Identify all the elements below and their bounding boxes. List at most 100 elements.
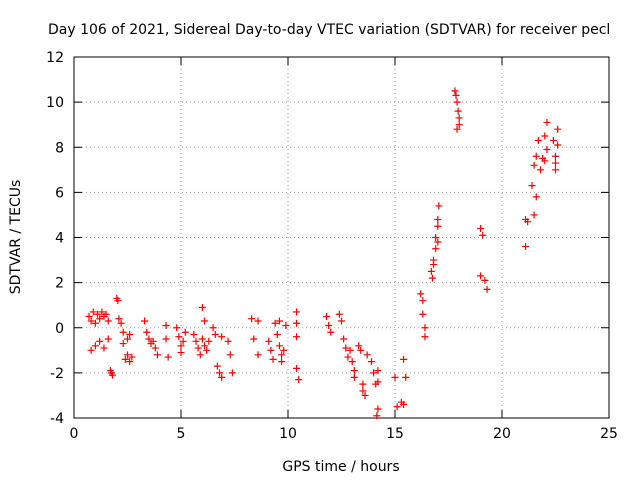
data-point — [327, 328, 335, 336]
data-point — [344, 353, 352, 361]
data-point — [194, 344, 202, 352]
data-point — [151, 344, 159, 352]
data-point — [432, 245, 440, 253]
data-point — [96, 315, 104, 323]
y-tick-label: -4 — [50, 411, 64, 427]
data-point — [370, 369, 378, 377]
data-point — [278, 358, 286, 366]
x-tick-label: 0 — [70, 426, 79, 442]
data-point — [226, 351, 234, 359]
data-point — [374, 367, 382, 375]
data-point — [162, 335, 170, 343]
data-point — [359, 380, 367, 388]
data-point — [192, 337, 200, 345]
data-point — [338, 317, 345, 325]
data-point — [524, 218, 532, 226]
y-tick-label: 2 — [55, 276, 64, 292]
data-point — [534, 136, 542, 144]
y-axis-ticks: -4 -2 0 2 4 6 8 10 12 — [46, 50, 609, 427]
x-tick-label: 25 — [600, 426, 618, 442]
data-point — [543, 118, 551, 126]
data-point — [455, 121, 463, 129]
data-point — [273, 331, 281, 339]
y-tick-label: 8 — [55, 140, 64, 156]
data-point — [477, 224, 485, 232]
y-tick-label: 10 — [46, 95, 64, 111]
x-tick-label: 15 — [386, 426, 404, 442]
data-point — [87, 346, 95, 354]
data-point — [117, 319, 125, 327]
data-point — [335, 310, 343, 318]
x-axis-ticks: 0 5 10 15 20 25 — [70, 57, 618, 442]
data-point — [295, 376, 303, 384]
data-point — [143, 328, 151, 336]
data-point — [126, 358, 134, 366]
data-point — [124, 351, 131, 359]
data-point — [532, 193, 540, 201]
data-point — [367, 358, 375, 366]
data-point — [107, 369, 115, 377]
data-point — [417, 290, 425, 298]
data-point — [373, 412, 381, 420]
data-point — [554, 125, 562, 133]
data-point — [477, 272, 485, 280]
data-point — [522, 243, 530, 251]
data-point — [128, 353, 136, 361]
grid-lines — [74, 57, 609, 418]
data-point — [282, 321, 290, 329]
data-point — [293, 333, 301, 341]
data-point — [216, 369, 224, 377]
data-point — [209, 324, 217, 332]
data-point — [393, 403, 401, 411]
x-tick-label: 10 — [279, 426, 297, 442]
data-point — [350, 367, 358, 375]
data-point — [201, 342, 209, 350]
data-points — [85, 87, 562, 420]
x-tick-label: 5 — [177, 426, 186, 442]
data-point — [554, 141, 562, 149]
data-point — [267, 346, 275, 354]
data-point — [454, 107, 462, 115]
data-point — [145, 335, 153, 343]
data-point — [481, 276, 489, 284]
data-point — [85, 312, 93, 320]
chart-title: Day 106 of 2021, Sidereal Day-to-day VTE… — [48, 22, 610, 38]
data-point — [434, 238, 442, 246]
data-point — [141, 317, 149, 325]
data-point — [153, 351, 161, 359]
y-axis-label: SDTVAR / TECUs — [8, 180, 24, 295]
data-point — [224, 337, 232, 345]
y-tick-label: 12 — [46, 50, 64, 66]
data-point — [350, 373, 358, 381]
data-point — [100, 344, 108, 352]
data-point — [323, 312, 331, 320]
data-point — [530, 211, 538, 219]
data-point — [541, 157, 549, 165]
data-point — [419, 297, 427, 305]
data-point — [453, 98, 461, 106]
data-point — [254, 317, 262, 325]
data-point — [211, 331, 219, 339]
data-point — [374, 405, 382, 413]
data-point — [430, 261, 438, 269]
data-point — [278, 351, 286, 359]
data-point — [91, 319, 99, 327]
data-point — [434, 215, 442, 223]
data-point — [451, 87, 459, 95]
data-point — [400, 400, 408, 408]
data-point — [179, 337, 187, 345]
data-point — [293, 319, 301, 327]
data-point — [121, 355, 129, 363]
data-point — [342, 344, 350, 352]
data-point — [198, 335, 206, 343]
data-point — [552, 166, 559, 174]
data-point — [265, 337, 273, 345]
data-point — [453, 125, 461, 133]
data-point — [537, 166, 545, 174]
data-point — [428, 274, 436, 282]
data-point — [173, 324, 181, 332]
data-point — [119, 328, 127, 336]
data-point — [181, 328, 189, 336]
data-point — [541, 132, 549, 140]
